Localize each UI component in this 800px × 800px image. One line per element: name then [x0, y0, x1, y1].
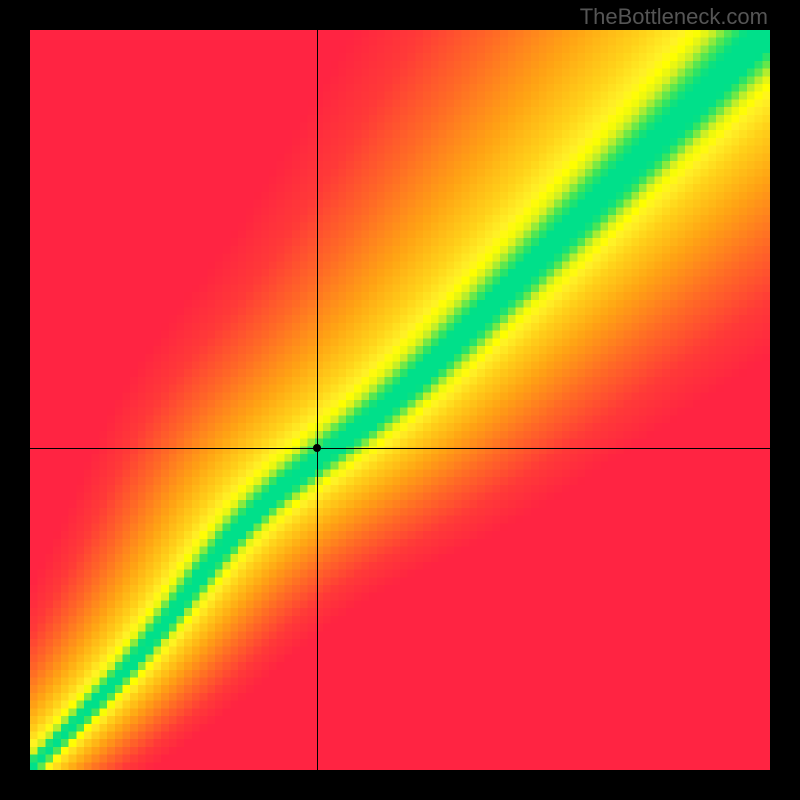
watermark-text: TheBottleneck.com: [580, 4, 768, 30]
crosshair-horizontal: [30, 448, 770, 449]
bottleneck-heatmap: [30, 30, 770, 770]
chart-container: TheBottleneck.com: [0, 0, 800, 800]
crosshair-vertical: [317, 30, 318, 770]
